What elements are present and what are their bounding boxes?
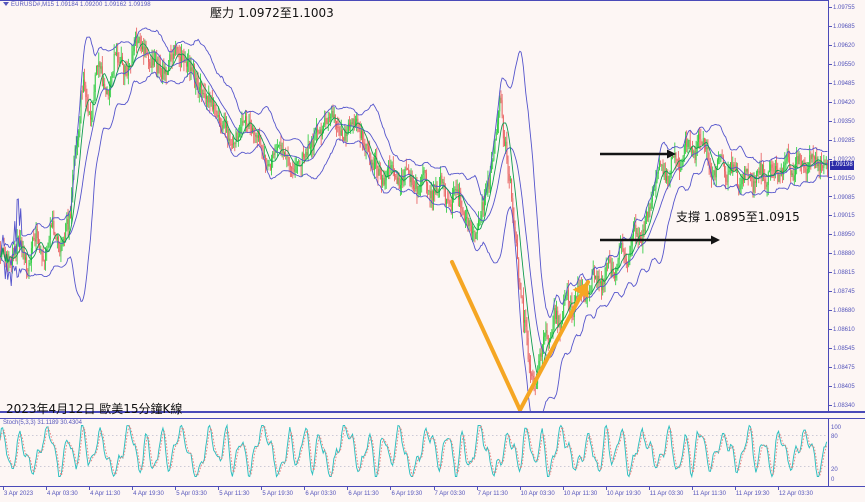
time-axis-tick: 6 Apr 03:30 <box>304 487 337 497</box>
price-axis-tick: 1.09420 <box>829 100 855 107</box>
price-axis-tick: 1.09285 <box>829 138 855 145</box>
price-axis[interactable]: 1.09755 1.09685 1.09620 1.09550 1.09485 1.094… <box>828 0 865 412</box>
price-chart-canvas <box>0 27 828 412</box>
price-axis-tick: 1.09485 <box>829 81 855 88</box>
time-axis-tick: 10 Apr 19:30 <box>605 487 641 497</box>
stoch-axis-tick: 0 <box>831 477 835 483</box>
stochastic-header: Stoch(5,3,3) 31.1189 30.4304 <box>3 420 82 426</box>
price-chart-pane[interactable] <box>0 0 829 412</box>
stoch-axis-tick: 20 <box>831 467 838 473</box>
time-axis[interactable]: 3 Apr 2023 4 Apr 03:30 4 Apr 11:30 4 Apr 19… <box>0 486 865 502</box>
time-axis-tick: 3 Apr 2023 <box>2 487 34 497</box>
price-axis-tick: 1.08880 <box>829 251 855 258</box>
pane-separator <box>0 411 865 413</box>
price-axis-tick: 1.09015 <box>829 213 855 220</box>
price-axis-tick: 1.09550 <box>829 62 855 69</box>
resistance-arrow-head <box>667 149 676 159</box>
price-axis-tick: 1.08950 <box>829 232 855 239</box>
time-axis-tick: 10 Apr 03:30 <box>519 487 555 497</box>
price-axis-tick: 1.08610 <box>829 327 855 334</box>
price-axis-tick: 1.09085 <box>829 195 855 202</box>
uptrend-arrow-head <box>572 282 589 299</box>
support-arrow-head <box>711 235 720 245</box>
time-axis-tick: 11 Apr 03:30 <box>648 487 684 497</box>
current-price-label: 1.09198 <box>830 161 854 170</box>
price-axis-tick: 1.08815 <box>829 270 855 277</box>
price-axis-tick: 1.08340 <box>829 403 855 410</box>
chart-collapse-icon[interactable] <box>3 2 9 7</box>
uptrend-line[interactable] <box>518 280 590 412</box>
time-axis-tick: 11 Apr 19:30 <box>734 487 770 497</box>
bollinger-lower-band <box>0 71 828 412</box>
bollinger-middle-band <box>0 51 828 358</box>
time-axis-tick: 11 Apr 11:30 <box>691 487 726 497</box>
stoch-axis-tick: 80 <box>831 434 838 440</box>
symbol-header-text: EURUSD#,M15 1.09184 1.09200 1.09162 1.09… <box>11 2 151 8</box>
time-axis-tick: 4 Apr 03:30 <box>46 487 78 497</box>
time-axis-tick: 5 Apr 11:30 <box>218 487 250 497</box>
resistance-annotation: 壓力 1.0972至1.1003 <box>210 6 334 20</box>
time-axis-tick: 4 Apr 11:30 <box>89 487 121 497</box>
stochastic-pane[interactable] <box>0 418 829 487</box>
stochastic-canvas <box>0 423 828 479</box>
price-axis-tick: 1.09620 <box>829 43 855 50</box>
time-axis-tick: 10 Apr 11:30 <box>562 487 598 497</box>
price-axis-tick: 1.09685 <box>829 24 855 31</box>
price-axis-tick: 1.09350 <box>829 119 855 126</box>
stochastic-axis: 100 80 20 0 <box>828 418 865 487</box>
time-axis-tick: 7 Apr 03:30 <box>433 487 466 497</box>
stoch-k-line <box>0 423 828 479</box>
price-axis-tick: 1.09150 <box>829 176 855 183</box>
price-axis-tick: 1.08680 <box>829 308 855 315</box>
downtrend-line[interactable] <box>450 260 522 412</box>
price-axis-tick: 1.08475 <box>829 365 855 372</box>
window-top-border <box>0 0 865 1</box>
time-axis-tick: 4 Apr 19:30 <box>132 487 164 497</box>
stoch-d-line <box>0 424 828 477</box>
price-axis-tick: 1.08545 <box>829 346 855 353</box>
stoch-axis-tick: 100 <box>831 425 842 431</box>
time-axis-tick: 6 Apr 19:30 <box>390 487 423 497</box>
chart-caption: 2023年4月12日 歐美15分鐘K線 <box>6 402 183 416</box>
bollinger-upper-band <box>0 27 828 318</box>
time-axis-tick: 6 Apr 11:30 <box>347 487 379 497</box>
time-axis-tick: 5 Apr 03:30 <box>175 487 207 497</box>
price-axis-tick: 1.08745 <box>829 289 855 296</box>
time-axis-tick: 12 Apr 03:30 <box>777 487 813 497</box>
price-axis-tick: 1.08405 <box>829 384 855 391</box>
price-axis-tick: 1.09755 <box>829 5 855 12</box>
price-axis-tick: 1.09220 <box>829 157 855 164</box>
symbol-header: EURUSD#,M15 1.09184 1.09200 1.09162 1.09… <box>3 2 151 8</box>
support-annotation: 支撐 1.0895至1.0915 <box>676 210 800 224</box>
time-axis-tick: 7 Apr 11:30 <box>476 487 508 497</box>
time-axis-tick: 5 Apr 19:30 <box>261 487 294 497</box>
